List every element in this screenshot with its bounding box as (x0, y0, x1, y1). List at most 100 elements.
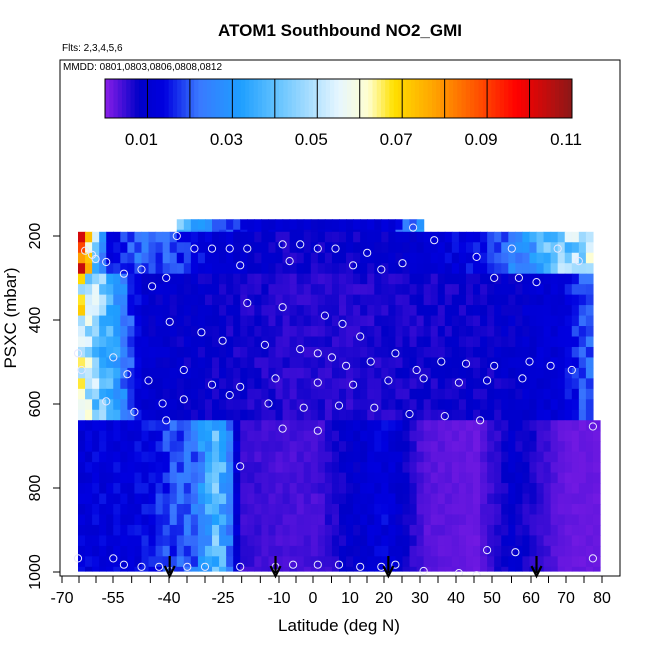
heatmap-cell (275, 430, 284, 442)
heatmap-cell (494, 441, 502, 453)
heatmap-cell (155, 367, 164, 379)
heatmap-cell (557, 231, 566, 243)
heatmap-cell (353, 545, 361, 557)
heatmap-cell (578, 263, 587, 275)
heatmap-cell (423, 472, 432, 484)
heatmap-cell (353, 524, 361, 537)
heatmap-cell (592, 493, 601, 505)
heatmap-cell (282, 388, 291, 400)
heatmap-cell (437, 504, 446, 516)
y-tick-label: 1000 (27, 554, 44, 590)
heatmap-cell (120, 430, 128, 442)
heatmap-cell (275, 263, 284, 275)
heatmap-cell (183, 315, 192, 327)
heatmap-cell (219, 231, 227, 243)
heatmap-cell (501, 409, 509, 421)
heatmap-cell (494, 326, 502, 338)
heatmap-cell (310, 367, 319, 379)
heatmap-cell (219, 294, 227, 306)
heatmap-cell (183, 273, 192, 285)
colorbar-cell (427, 79, 433, 118)
heatmap-cell (85, 388, 93, 400)
colorbar-cell (406, 79, 412, 118)
heatmap-cell (480, 556, 488, 568)
heatmap-cell (543, 524, 552, 537)
heatmap-cell (465, 273, 474, 285)
heatmap-cell (324, 219, 333, 231)
heatmap-cell (169, 483, 178, 495)
heatmap-cell (501, 524, 509, 537)
colorbar-cell (300, 79, 306, 118)
heatmap-cell (106, 388, 114, 400)
heatmap-cell (487, 441, 495, 453)
heatmap-cell (480, 326, 488, 338)
heatmap-cell (282, 336, 291, 348)
heatmap-cell (99, 504, 107, 516)
heatmap-cell (324, 566, 333, 572)
heatmap-cell (501, 462, 509, 474)
heatmap-cell (374, 441, 382, 453)
heatmap-cell (78, 483, 86, 495)
heatmap-cell (162, 399, 171, 411)
heatmap-cell (543, 367, 552, 379)
heatmap-cell (515, 441, 523, 453)
heatmap-cell (148, 231, 157, 243)
heatmap-cell (367, 472, 375, 484)
heatmap-cell (92, 524, 100, 537)
heatmap-cell (437, 346, 446, 359)
heatmap-cell (437, 556, 446, 568)
heatmap-cell (268, 430, 277, 442)
heatmap-cell (317, 326, 326, 338)
heatmap-cell (85, 315, 93, 327)
colorbar-labels: 0.01 0.03 0.05 0.07 0.09 0.11 (125, 130, 582, 149)
sample-point (391, 560, 400, 569)
heatmap-cell (169, 441, 178, 453)
heatmap-cell (169, 326, 178, 338)
heatmap-cell (303, 524, 312, 537)
heatmap-cell (557, 367, 566, 379)
heatmap-cell (451, 535, 460, 547)
heatmap-cell (282, 294, 291, 306)
heatmap-cell (197, 409, 206, 421)
heatmap-cell (254, 430, 262, 442)
heatmap-cell (134, 305, 143, 317)
heatmap-cell (346, 399, 354, 411)
heatmap-cell (92, 483, 100, 495)
heatmap-cell (204, 483, 213, 495)
heatmap-cell (219, 420, 227, 432)
heatmap-cell (473, 430, 481, 442)
sample-point (574, 257, 583, 266)
heatmap-cell (120, 242, 128, 254)
heatmap-cell (183, 524, 192, 537)
heatmap-cell (226, 441, 234, 453)
heatmap-cell (92, 430, 100, 442)
heatmap-cell (416, 284, 425, 296)
heatmap-cell (571, 441, 580, 453)
colorbar-cell (283, 79, 289, 118)
heatmap-cell (85, 566, 93, 572)
heatmap-cell (494, 524, 502, 537)
heatmap-cell (473, 367, 481, 379)
heatmap-cell (353, 219, 361, 231)
heatmap-cell (261, 357, 270, 369)
heatmap-cell (346, 336, 354, 348)
heatmap-cell (487, 556, 495, 568)
heatmap-cell (240, 346, 248, 359)
heatmap-cell (353, 462, 361, 474)
heatmap-cell (127, 315, 136, 327)
heatmap-cell (360, 524, 368, 537)
heatmap-cell (106, 430, 114, 442)
heatmap-cell (289, 357, 298, 369)
heatmap-cell (564, 294, 573, 306)
colorbar-cell (351, 79, 356, 118)
heatmap-cell (437, 367, 446, 379)
heatmap-cell (550, 409, 559, 421)
heatmap-cell (585, 294, 594, 306)
heatmap-cell (494, 378, 502, 390)
heatmap-cell (226, 284, 234, 296)
heatmap-cell (85, 378, 93, 390)
heatmap-cell (324, 462, 333, 474)
heatmap-cell (127, 294, 136, 306)
heatmap-cell (508, 566, 516, 572)
heatmap-cell (169, 388, 178, 400)
